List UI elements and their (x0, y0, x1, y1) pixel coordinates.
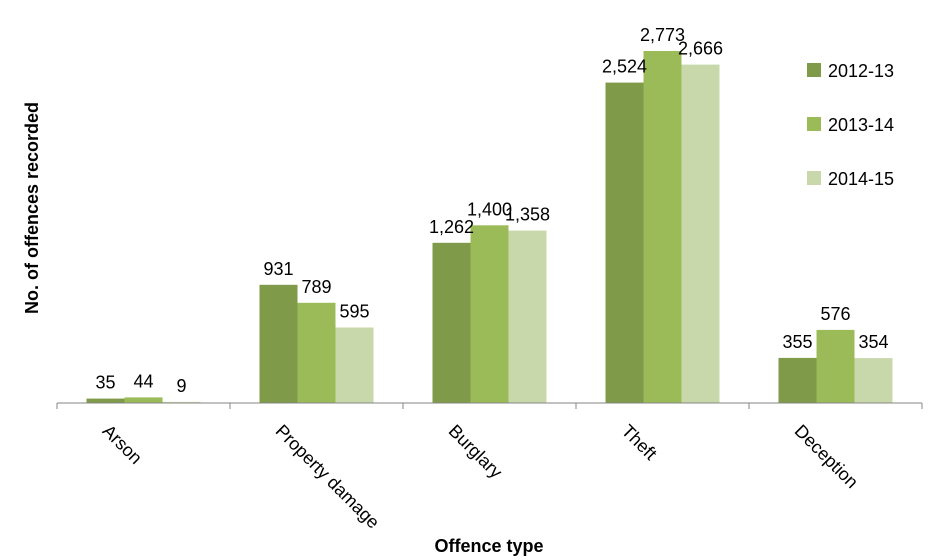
legend-label-2012-13: 2012-13 (828, 61, 894, 81)
data-label-theft-2014-15: 2,666 (678, 39, 723, 59)
legend-swatch-2014-15 (807, 171, 821, 185)
x-tick-label-deception: Deception (791, 421, 862, 492)
data-label-theft-2013-14: 2,773 (640, 25, 685, 45)
bars-group (86, 51, 893, 403)
x-tick-label-arson: Arson (99, 421, 146, 468)
data-label-property-damage-2012-13: 931 (263, 259, 293, 279)
data-label-arson-2013-14: 44 (133, 371, 153, 391)
data-label-arson-2014-15: 9 (176, 376, 186, 396)
legend-label-2013-14: 2013-14 (828, 115, 894, 135)
data-label-burglary-2013-14: 1,400 (467, 199, 512, 219)
bar-deception-2012-13 (778, 357, 817, 403)
x-axis-ticks (56, 403, 923, 409)
legend-swatch-2012-13 (807, 63, 821, 77)
legend-label-2014-15: 2014-15 (828, 169, 894, 189)
x-axis-tick-labels: Arson Property damage Burglary Theft Decepti… (99, 421, 862, 533)
bar-property-damage-2014-15 (335, 327, 374, 403)
bar-burglary-2012-13 (432, 242, 471, 403)
data-label-burglary-2014-15: 1,358 (505, 205, 550, 225)
bar-theft-2014-15 (681, 64, 720, 403)
data-label-property-damage-2014-15: 595 (339, 302, 369, 322)
bar-theft-2012-13 (605, 82, 644, 403)
x-tick-label-burglary: Burglary (445, 421, 507, 483)
data-label-arson-2012-13: 35 (95, 373, 115, 393)
legend-swatch-2013-14 (807, 117, 821, 131)
data-label-deception-2012-13: 355 (782, 332, 812, 352)
x-tick-label-property-damage: Property damage (272, 421, 384, 533)
bar-deception-2014-15 (854, 358, 893, 403)
bar-burglary-2013-14 (470, 225, 509, 403)
data-label-property-damage-2013-14: 789 (301, 277, 331, 297)
data-label-deception-2013-14: 576 (820, 304, 850, 324)
data-label-theft-2012-13: 2,524 (602, 57, 647, 77)
data-label-burglary-2012-13: 1,262 (429, 217, 474, 237)
x-tick-label-theft: Theft (618, 421, 661, 464)
bar-burglary-2014-15 (508, 230, 547, 403)
bar-arson-2012-13 (86, 398, 125, 403)
bar-deception-2013-14 (816, 329, 855, 403)
bar-arson-2014-15 (162, 401, 201, 403)
bar-theft-2013-14 (643, 51, 682, 403)
legend: 2012-13 2013-14 2014-15 (807, 61, 894, 189)
data-label-deception-2014-15: 354 (858, 332, 888, 352)
bar-property-damage-2012-13 (259, 284, 298, 403)
bar-property-damage-2013-14 (297, 302, 336, 403)
x-axis-title: Offence type (434, 536, 543, 556)
y-axis-title: No. of offences recorded (22, 102, 42, 314)
bar-arson-2013-14 (124, 397, 163, 403)
